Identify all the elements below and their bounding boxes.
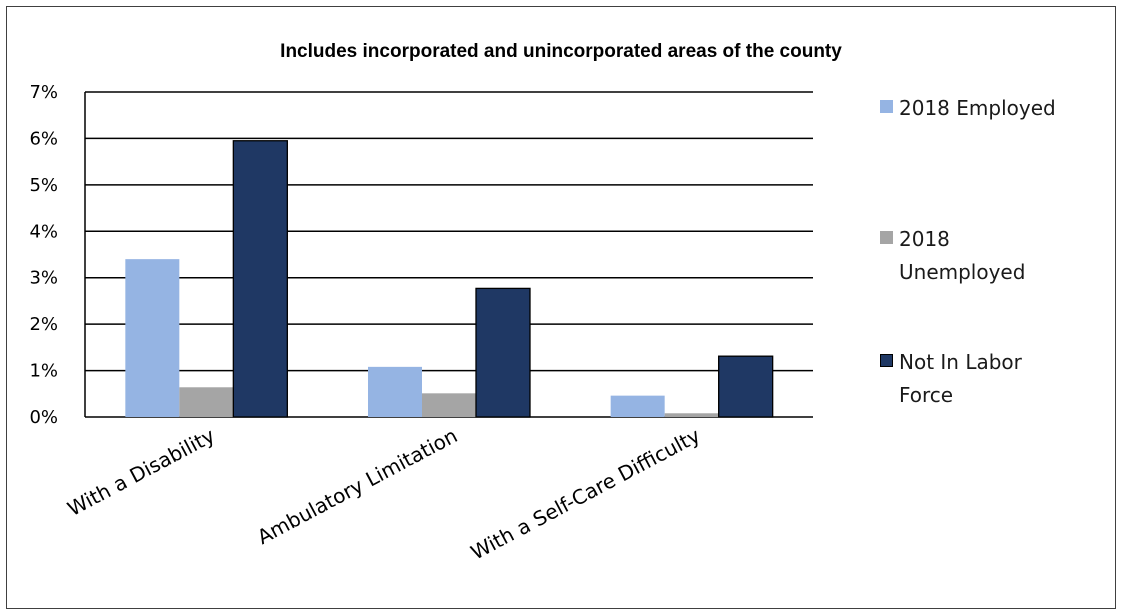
y-tick-label: 5% (29, 175, 58, 196)
legend-label-employed: 2018 Employed (899, 96, 1056, 120)
y-tick-label: 4% (29, 221, 58, 242)
bar (422, 393, 476, 417)
chart-frame: Includes incorporated and unincorporated… (6, 6, 1116, 609)
legend-item-employed: 2018 Employed (880, 92, 1089, 125)
y-tick-label: 1% (29, 361, 58, 382)
y-tick-label: 2% (29, 314, 58, 335)
bar (610, 395, 665, 417)
y-tick-label: 7% (29, 82, 58, 103)
bar (232, 140, 288, 418)
y-tick-label: 0% (29, 407, 58, 428)
legend-swatch-not-in-labor-force (880, 354, 893, 367)
legend-item-unemployed: 2018 Unemployed (880, 223, 1034, 289)
x-category-label: With a Disability (63, 423, 218, 521)
legend-swatch-unemployed (880, 231, 893, 244)
legend-swatch-employed (880, 100, 893, 113)
x-category-label: Ambulatory Limitation (253, 423, 461, 549)
bar (125, 259, 180, 417)
bar (179, 387, 234, 417)
bar (368, 366, 422, 417)
chart-title: Includes incorporated and unincorporated… (280, 41, 842, 62)
bar (718, 355, 774, 418)
legend-item-not-in-labor-force: Not In Labor Force (880, 346, 1039, 412)
bar (664, 413, 719, 417)
y-tick-label: 6% (29, 128, 58, 149)
y-tick-label: 3% (29, 268, 58, 289)
bar (475, 287, 531, 418)
legend-label-unemployed: 2018 Unemployed (899, 227, 1026, 284)
x-category-label: With a Self-Care Difficulty (467, 423, 704, 564)
legend-label-not-in-labor-force: Not In Labor Force (899, 350, 1022, 407)
